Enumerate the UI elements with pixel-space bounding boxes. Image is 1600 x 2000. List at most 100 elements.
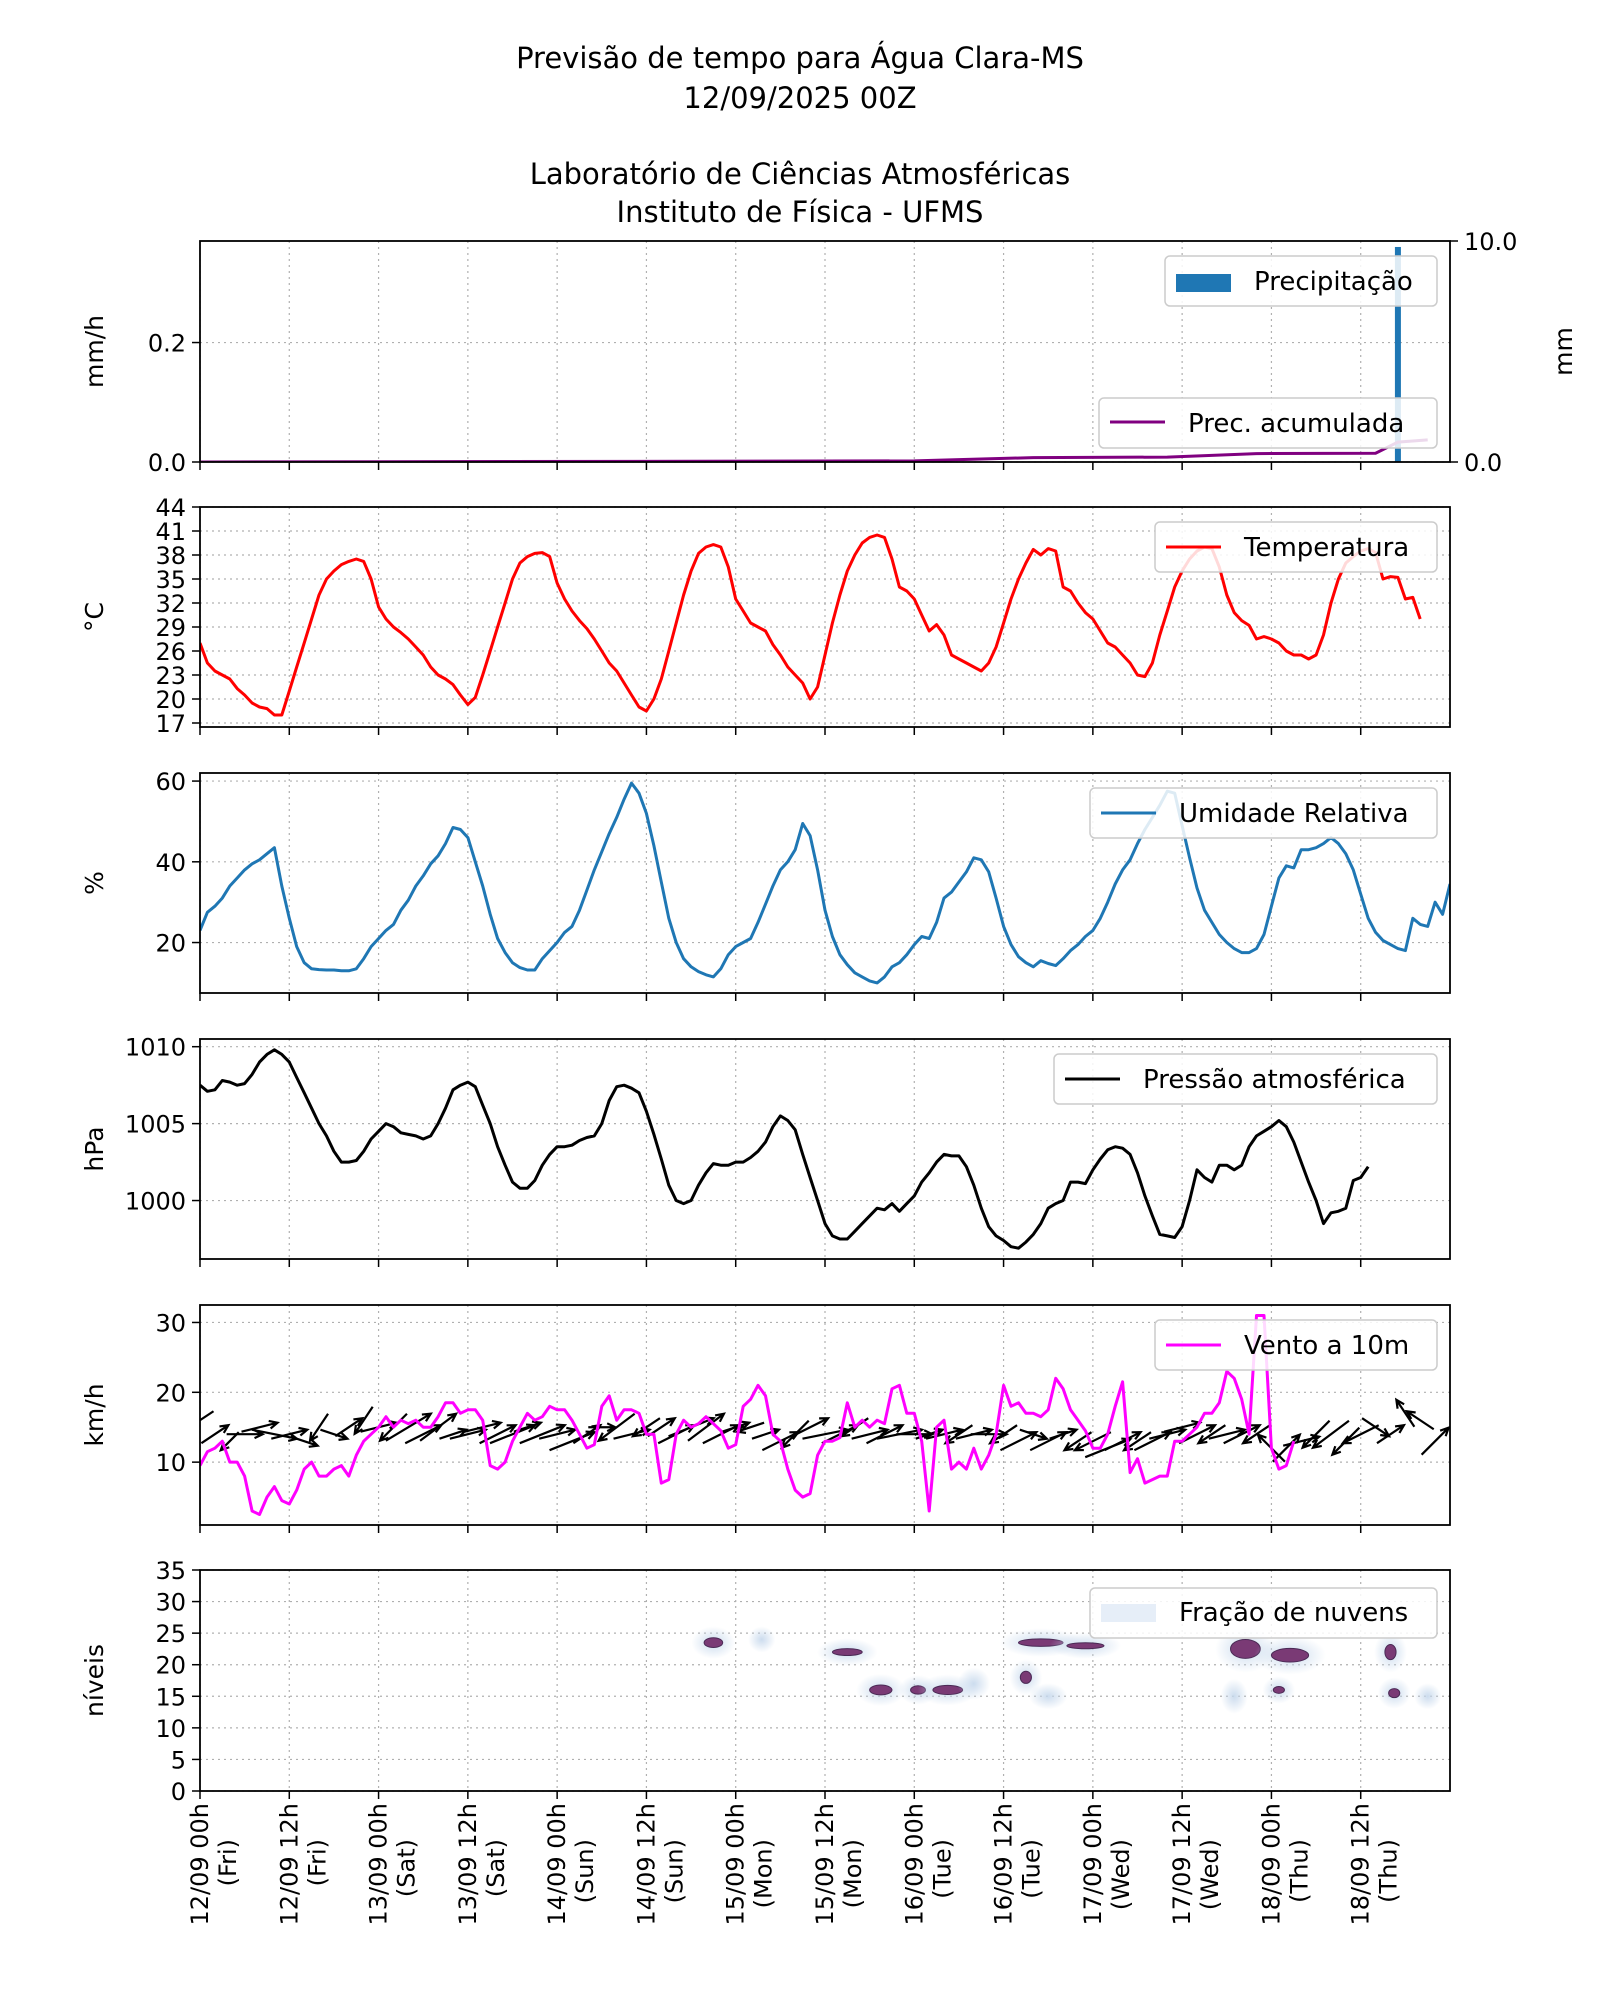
y-tick-label: 0.2 <box>148 330 186 358</box>
y-tick-label: 38 <box>155 542 186 570</box>
wind-arrow-51 <box>943 1424 974 1445</box>
figure-header: Previsão de tempo para Água Clara-MS 12/… <box>516 41 1084 229</box>
y-tick-label: 44 <box>155 494 186 522</box>
x-tick-label-day: (Tue) <box>1018 1839 1046 1899</box>
legend-frame <box>1053 1053 1438 1105</box>
x-tick-label-date: 14/09 12h <box>632 1803 660 1926</box>
wind-arrow-16 <box>419 1412 459 1442</box>
wind-arrow-71 <box>1240 1424 1271 1445</box>
cloud-core-2 <box>831 1648 863 1656</box>
cloud-core-9 <box>1066 1642 1105 1650</box>
wind-arrow-62 <box>1104 1431 1143 1452</box>
legend-relative-humidity: Umidade Relativa <box>1089 787 1438 839</box>
x-tick-label-day: (Wed) <box>1196 1839 1224 1910</box>
legend-frame <box>1089 787 1438 839</box>
cloud-core-13 <box>1272 1686 1285 1694</box>
cloud-halo-10 <box>1029 1683 1068 1710</box>
x-tick-label-date: 16/09 00h <box>900 1803 928 1926</box>
legend-label: Fração de nuvens <box>1179 1598 1408 1628</box>
wind-arrow-50 <box>925 1426 965 1440</box>
legend-precip: Precipitação <box>1164 255 1438 307</box>
y-tick-label: 20 <box>155 1379 186 1407</box>
y-tick-label: 60 <box>155 768 186 796</box>
y-tick-label: 10 <box>155 1715 186 1743</box>
legend-temperature: Temperatura <box>1154 521 1438 573</box>
y-tick-label: 26 <box>155 638 186 666</box>
y-tick-label: 20 <box>155 686 186 714</box>
wind-arrow-11 <box>353 1406 374 1436</box>
wind-arrow-69 <box>1208 1426 1248 1440</box>
x-tick-label-day: (Thu) <box>1285 1839 1313 1903</box>
title-location: Previsão de tempo para Água Clara-MS <box>516 41 1084 75</box>
legend-label: Pressão atmosférica <box>1143 1065 1406 1095</box>
y-tick-label: 20 <box>155 1652 186 1680</box>
legend-pressure: Pressão atmosférica <box>1053 1053 1438 1105</box>
wind-arrow-46 <box>866 1424 905 1445</box>
y2-tick-label: 0.0 <box>1464 449 1502 477</box>
legend-frame <box>1154 521 1438 573</box>
wind-arrow-34 <box>687 1412 726 1442</box>
cloud-halo-6 <box>957 1667 991 1700</box>
wind-arrow-41 <box>791 1417 831 1438</box>
plot-area <box>200 1048 1370 1250</box>
wind-arrow-76 <box>1310 1419 1350 1450</box>
x-tick-label-day: (Fri) <box>303 1839 331 1886</box>
wind-arrow-78 <box>1340 1424 1380 1445</box>
y-tick-label: 1005 <box>125 1111 186 1139</box>
wind-arrow-68 <box>1196 1424 1227 1445</box>
wind-arrow-1 <box>200 1423 231 1445</box>
panel-pressure: 1000 1005 1010 Pressão atmosférica hPa <box>80 1034 1451 1267</box>
panel-cloud-fraction: 0 5 10 15 20 25 30 35 Fração de nuvens níveis <box>80 1557 1451 1806</box>
legend-frame <box>1164 255 1438 307</box>
cloud-halo-1 <box>748 1626 776 1653</box>
x-tick-label-day: (Mon) <box>750 1839 778 1908</box>
x-tick-label-day: (Fri) <box>214 1839 242 1886</box>
x-tick-label-date: 18/09 00h <box>1257 1803 1285 1926</box>
plot-area <box>691 1625 1442 1714</box>
y-tick-label: 15 <box>155 1683 186 1711</box>
wind-arrow-58 <box>1049 1427 1080 1440</box>
y-tick-label: 1000 <box>125 1188 186 1216</box>
y-tick-label: 1010 <box>125 1034 186 1062</box>
precip-bar-0 <box>1394 246 1401 462</box>
cloud-core-16 <box>1388 1688 1401 1699</box>
legend-accum: Prec. acumulada <box>1098 397 1438 449</box>
wind-arrow-10 <box>334 1416 365 1438</box>
y-tick-label: 17 <box>155 710 186 738</box>
panel-precipitation: 0.0 0.2 0.0 10.0 mm Precipitação Prec. acumula… <box>80 228 1578 477</box>
cloud-halo-17 <box>1414 1683 1442 1710</box>
wind-arrow-23 <box>519 1423 568 1445</box>
wind-arrow-8 <box>308 1413 329 1443</box>
x-tick-label-date: 17/09 00h <box>1079 1803 1107 1926</box>
y-tick-label: 40 <box>155 849 186 877</box>
wind-arrow-73 <box>1272 1432 1302 1463</box>
wind-arrow-36 <box>721 1420 752 1433</box>
cloud-core-3 <box>869 1684 893 1696</box>
x-tick-label-day: (Wed) <box>1107 1839 1135 1910</box>
y-axis-label: % <box>80 871 109 895</box>
y-tick-label: 30 <box>155 1589 186 1617</box>
title-institute: Instituto de Física - UFMS <box>617 195 984 229</box>
pressure-series-line <box>200 1048 1370 1250</box>
wind-arrow-75 <box>1300 1419 1331 1450</box>
cloud-core-15 <box>1384 1644 1397 1661</box>
legend-label: Umidade Relativa <box>1179 799 1409 829</box>
wind-arrow-56 <box>1019 1428 1050 1441</box>
x-tick-label-day: (Tue) <box>928 1839 956 1899</box>
x-axis-time: 12/09 00h (Fri) 12/09 12h (Fri) 13/09 00h (Sa… <box>186 1803 1403 1926</box>
legend-wind-10m: Vento a 10m <box>1154 1319 1438 1371</box>
cloud-core-0 <box>703 1637 724 1649</box>
wind-arrow-28 <box>596 1412 636 1443</box>
wind-arrow-60 <box>1072 1431 1112 1452</box>
x-tick-label-date: 16/09 12h <box>990 1803 1018 1926</box>
legend-cloud: Fração de nuvens <box>1089 1587 1438 1639</box>
title-run-time: 12/09/2025 00Z <box>683 81 916 115</box>
y-tick-label: 20 <box>155 930 186 958</box>
wind-arrow-0 <box>200 1410 215 1422</box>
y-tick-label: 30 <box>155 1309 186 1337</box>
y-axis-label: km/h <box>80 1383 109 1446</box>
wind-arrow-70 <box>1223 1424 1262 1445</box>
y-tick-label: 32 <box>155 590 186 618</box>
y-tick-label: 0 <box>171 1778 186 1806</box>
